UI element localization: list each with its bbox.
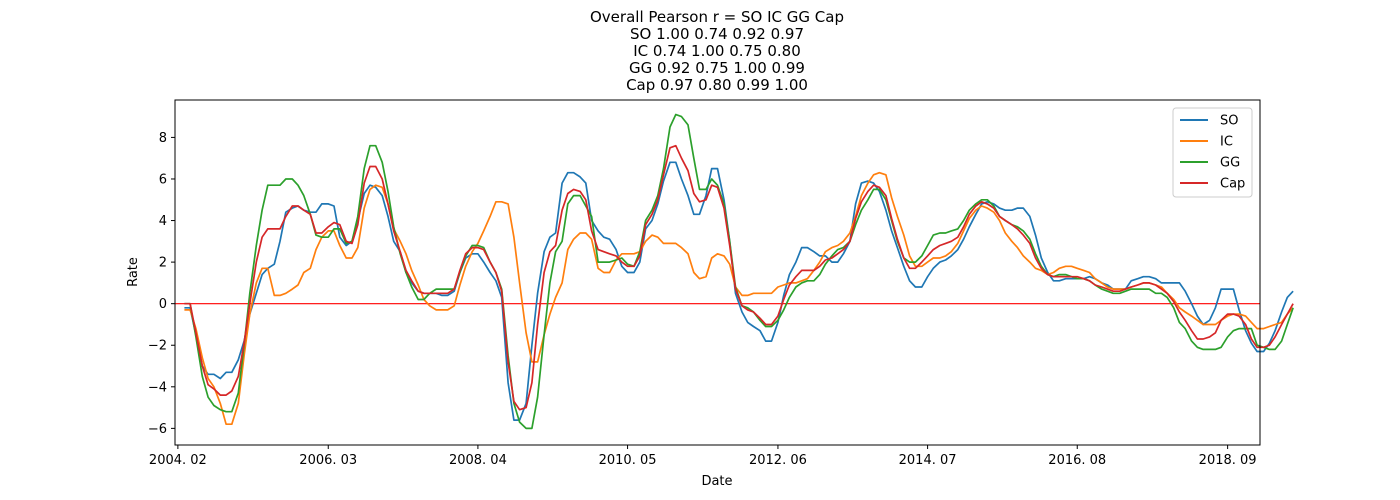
x-tick-label: 2006. 03 <box>299 453 357 468</box>
chart-title: Overall Pearson r = SO IC GG Cap SO 1.00… <box>590 8 844 94</box>
x-tick-label: 2010. 05 <box>599 453 657 468</box>
series-line-cap <box>184 144 1294 411</box>
x-tick-label: 2016. 08 <box>1048 453 1106 468</box>
x-axis: 2004. 02 2006. 03 2008. 04 2010. 05 2012. 06… <box>149 445 1257 468</box>
y-tick-label: 4 <box>159 214 167 229</box>
y-tick-label: −2 <box>148 339 167 354</box>
title-line-3: GG 0.92 0.75 1.00 0.99 <box>629 59 805 77</box>
y-axis: −6 −4 −2 0 2 4 6 8 <box>148 131 175 437</box>
series-layer <box>184 113 1294 430</box>
y-tick-label: 6 <box>159 172 167 187</box>
y-axis-label: Rate <box>126 257 141 287</box>
y-tick-label: −4 <box>148 380 167 395</box>
title-line-0: Overall Pearson r = SO IC GG Cap <box>590 8 844 26</box>
title-line-1: SO 1.00 0.74 0.92 0.97 <box>630 25 804 43</box>
legend-frame <box>1172 107 1253 198</box>
x-tick-label: 2014. 07 <box>899 453 957 468</box>
x-tick-label: 2018. 09 <box>1199 453 1257 468</box>
x-axis-label: Date <box>701 474 732 489</box>
legend-label-gg: GG <box>1220 156 1240 171</box>
series-line-so <box>184 161 1294 421</box>
y-tick-label: 8 <box>159 131 167 146</box>
series-line-ic <box>184 171 1294 426</box>
y-tick-label: −6 <box>148 422 167 437</box>
legend: SO IC GG Cap <box>1172 107 1253 198</box>
x-tick-label: 2008. 04 <box>449 453 507 468</box>
title-line-2: IC 0.74 1.00 0.75 0.80 <box>633 42 801 60</box>
title-line-4: Cap 0.97 0.80 0.99 1.00 <box>626 76 808 94</box>
x-tick-label: 2004. 02 <box>149 453 207 468</box>
legend-label-cap: Cap <box>1220 177 1245 192</box>
y-tick-label: 2 <box>159 256 167 271</box>
y-tick-label: 0 <box>159 297 167 312</box>
legend-label-ic: IC <box>1220 135 1233 150</box>
legend-label-so: SO <box>1220 114 1238 129</box>
plot-area <box>174 99 1294 446</box>
x-tick-label: 2012. 06 <box>749 453 807 468</box>
plot-frame <box>174 99 1261 446</box>
